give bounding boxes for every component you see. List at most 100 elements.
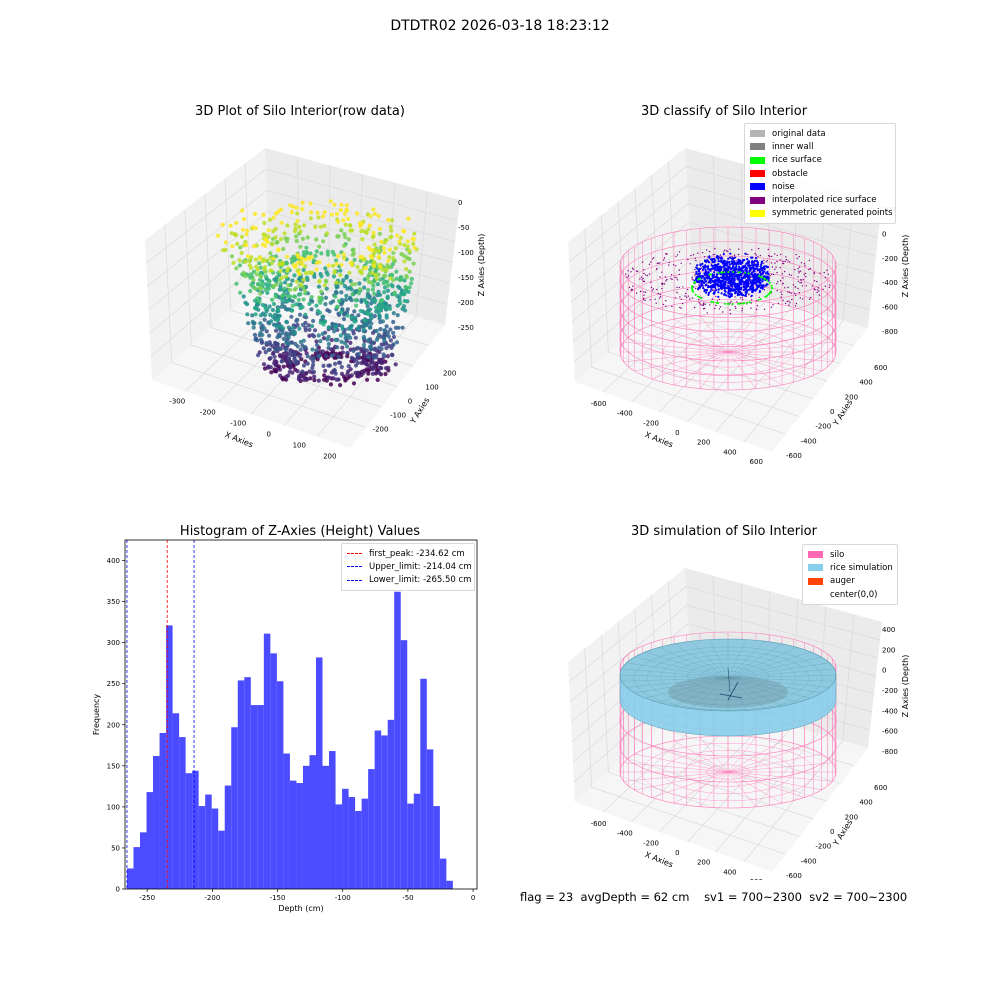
interpolated-point (675, 265, 677, 267)
surface-depression (668, 676, 788, 708)
interpolated-point (676, 279, 679, 281)
scatter-point (326, 345, 331, 351)
scatter-point (266, 228, 271, 233)
interpolated-point (672, 264, 675, 266)
scatter-point (398, 301, 403, 306)
rice-surface-point (748, 301, 751, 304)
avg-depth-value: avgDepth = 62 cm (580, 890, 690, 904)
scatter-point (246, 321, 251, 326)
scatter-point (365, 377, 370, 382)
rice-surface-point (739, 271, 742, 274)
scatter-point (283, 307, 289, 312)
noise-point (746, 258, 749, 261)
interpolated-point (703, 307, 706, 310)
noise-point (734, 271, 737, 274)
scatter-point (351, 247, 356, 252)
scatter-point (343, 378, 348, 383)
legend-swatch (347, 566, 362, 568)
scatter-point (323, 266, 328, 271)
noise-point (747, 285, 750, 288)
scatter-point (279, 275, 284, 280)
scatter-point (238, 245, 243, 250)
noise-point (763, 265, 766, 268)
interpolated-point (671, 278, 673, 280)
scatter-point (308, 201, 313, 206)
histogram-bar (355, 810, 362, 889)
noise-point (713, 273, 716, 276)
noise-point (699, 264, 702, 267)
interpolated-point (758, 296, 760, 299)
scatter-point (237, 258, 242, 263)
z-tick-label: -50 (458, 224, 469, 232)
histogram-bar (309, 755, 316, 889)
scatter-point (393, 246, 398, 251)
scatter-point (307, 333, 312, 338)
rice-surface-point (738, 302, 741, 305)
rice-surface-point (768, 281, 771, 284)
mesh-line (626, 677, 729, 688)
scatter-point (348, 367, 353, 372)
scatter-point (267, 304, 272, 309)
scatter-point (245, 254, 250, 259)
noise-point (759, 272, 762, 275)
raw-3d-plot[interactable]: -300-200-10001002002001000-100-2000-50-1… (100, 130, 500, 460)
grid-line (573, 259, 692, 363)
histogram-bar (263, 633, 271, 889)
rice-surface-point (712, 301, 715, 304)
interpolated-point (816, 280, 818, 283)
interpolated-point (777, 302, 780, 305)
scatter-point (232, 232, 237, 237)
noise-point (746, 280, 749, 283)
noise-point (761, 287, 764, 290)
histogram-bar (146, 792, 154, 889)
scatter-point (338, 273, 343, 278)
noise-point (694, 278, 698, 281)
interpolated-point (665, 300, 667, 302)
interpolated-point (779, 280, 782, 282)
noise-point (736, 293, 739, 297)
noise-point (737, 290, 740, 294)
legend-entry: noise (750, 180, 890, 193)
noise-point (752, 270, 755, 273)
scatter-point (289, 329, 294, 334)
scatter-point (290, 303, 295, 308)
interpolated-point (757, 247, 760, 250)
scatter-point (399, 235, 404, 240)
noise-point (700, 280, 703, 283)
scatter-point (322, 373, 327, 378)
scatter-point (371, 230, 376, 235)
silo-floor-ring (706, 344, 750, 360)
scatter-point (402, 259, 407, 264)
scatter-point (383, 273, 388, 278)
noise-point (734, 266, 737, 269)
interpolated-point (704, 303, 706, 305)
scatter-point (278, 354, 283, 359)
y-tick-label: 100 (107, 803, 120, 811)
noise-point (740, 293, 743, 296)
scatter-point (311, 318, 316, 324)
scatter-point (404, 255, 409, 260)
interpolated-point (797, 267, 799, 270)
silo-floor-spoke (727, 753, 822, 773)
simulation-3d-plot[interactable]: -600-400-20002004006006004002000-200-400… (520, 550, 920, 880)
interpolated-point (632, 285, 634, 287)
legend-entry: interpolated rice surface (750, 193, 890, 206)
interpolated-point (680, 298, 682, 300)
scatter-point (342, 243, 347, 248)
silo-floor-spoke (623, 762, 729, 773)
scatter-point (322, 223, 327, 228)
x-tick-label: -600 (591, 400, 607, 408)
interpolated-point (741, 299, 744, 301)
scatter-point (268, 251, 273, 256)
interpolated-point (639, 278, 641, 280)
rice-surface-point (694, 293, 697, 296)
flag-value: flag = 23 (520, 890, 574, 904)
noise-point (751, 284, 754, 287)
scatter-point (374, 361, 379, 367)
histogram-chart[interactable]: -250 -200 -150 -100 -50 005010015020025030035… (85, 535, 490, 915)
scatter-point (312, 328, 318, 333)
scatter-point (322, 283, 327, 288)
noise-point (738, 280, 741, 283)
interpolated-point (787, 286, 789, 289)
scatter-point (322, 377, 327, 382)
